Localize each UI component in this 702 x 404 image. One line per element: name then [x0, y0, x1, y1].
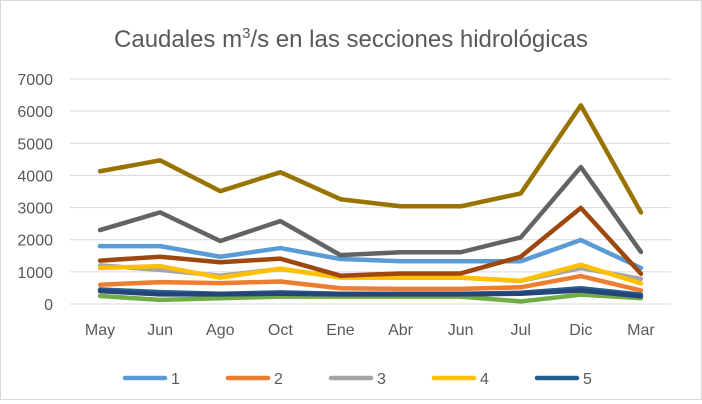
x-tick-label: Mar	[627, 322, 655, 339]
series-line-6	[97, 292, 644, 304]
x-tick-label: Ene	[326, 322, 355, 339]
series-line-10	[97, 103, 644, 215]
x-tick-label: Jun	[448, 322, 474, 339]
series-line-7	[97, 288, 644, 299]
x-tick-label: Abr	[388, 322, 414, 339]
x-tick-label: Jun	[147, 322, 173, 339]
y-tick-label: 6000	[17, 104, 53, 121]
series-line-8	[97, 205, 644, 278]
legend-label-1: 1	[171, 371, 180, 388]
legend-label-4: 4	[480, 371, 489, 388]
series-line-4	[97, 262, 644, 286]
chart-title: Caudales m3/s en las secciones hidrológi…	[114, 25, 588, 53]
x-tick-label: Dic	[569, 322, 592, 339]
x-tick-label: Oct	[268, 322, 293, 339]
y-tick-label: 5000	[17, 136, 53, 153]
legend-label-2: 2	[274, 371, 283, 388]
y-tick-label: 3000	[17, 201, 53, 218]
legend-label-3: 3	[377, 371, 386, 388]
series-line-2	[97, 273, 644, 293]
legend-label-5: 5	[583, 371, 592, 388]
series-line-1	[97, 237, 644, 271]
x-tick-label: May	[85, 322, 115, 339]
x-tick-label: Jul	[511, 322, 531, 339]
series-line-9	[97, 164, 644, 258]
y-tick-label: 2000	[17, 233, 53, 250]
y-tick-label: 1000	[17, 265, 53, 282]
y-tick-label: 0	[44, 297, 53, 314]
y-tick-label: 4000	[17, 168, 53, 185]
x-tick-label: Ago	[206, 322, 235, 339]
y-tick-label: 7000	[17, 72, 53, 89]
